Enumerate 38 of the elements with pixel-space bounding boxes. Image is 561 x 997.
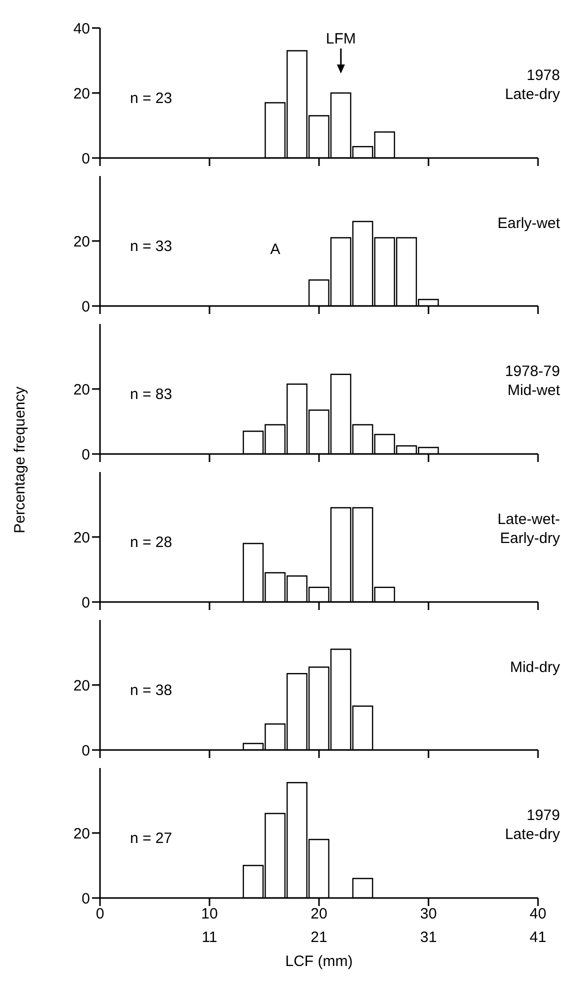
text: 1978-79 Mid-wet xyxy=(504,363,561,399)
y-tick-label: 0 xyxy=(82,890,90,908)
annotation: LFM xyxy=(326,30,356,48)
x2-tick-label: 41 xyxy=(530,929,546,946)
y-tick-label: 20 xyxy=(73,381,90,398)
annotation: n = 28 xyxy=(130,534,172,551)
annotation: n = 38 xyxy=(130,682,172,699)
y-tick-label: 0 xyxy=(82,594,90,612)
text: Late-wet- Early-dry xyxy=(497,511,560,547)
y-tick-label: 20 xyxy=(73,529,90,546)
annotation: n = 83 xyxy=(130,386,172,403)
y-tick-label: 20 xyxy=(73,85,90,102)
x-tick-label: 10 xyxy=(201,906,218,923)
text: Early-wet xyxy=(497,215,561,232)
y-tick-label: 20 xyxy=(73,233,90,250)
y-tick-label: 0 xyxy=(82,446,90,464)
annotation: n = 33 xyxy=(130,238,172,255)
x2-tick-label: 21 xyxy=(310,929,328,946)
x-tick-label: 20 xyxy=(310,906,328,923)
y-tick-label: 20 xyxy=(73,677,90,694)
x2-tick-label: 11 xyxy=(202,929,218,946)
x-axis-title: LCF (mm) xyxy=(285,953,353,970)
x-tick-label: 30 xyxy=(420,906,437,923)
annotation: A xyxy=(270,241,280,258)
y-tick-label: 0 xyxy=(82,150,90,168)
x-tick-label: 0 xyxy=(96,906,104,923)
annotation: n = 23 xyxy=(130,90,172,107)
text: 1979 Late-dry xyxy=(504,807,560,843)
x2-tick-label: 31 xyxy=(420,929,437,946)
y-tick-label: 20 xyxy=(73,825,90,842)
y-axis-title: Percentage frequency xyxy=(11,386,29,534)
text: 1978 Late-dry xyxy=(504,67,560,103)
y-tick-label: 0 xyxy=(82,742,90,760)
x-tick-label: 40 xyxy=(530,906,546,923)
text: Mid-dry xyxy=(510,659,560,676)
y-tick-label: 40 xyxy=(73,20,90,38)
y-tick-label: 0 xyxy=(82,298,90,316)
annotation: n = 27 xyxy=(130,830,172,847)
